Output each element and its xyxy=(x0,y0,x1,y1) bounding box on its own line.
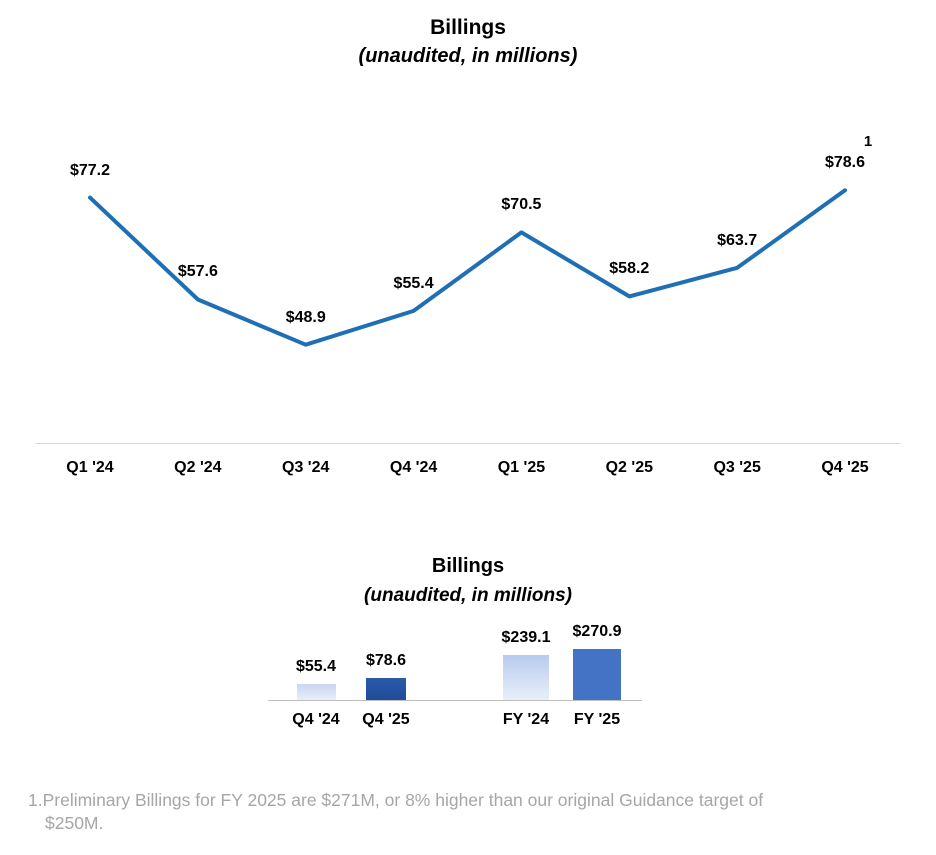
line-x-axis-label: Q3 '25 xyxy=(713,459,761,476)
line-x-axis-label: Q3 '24 xyxy=(282,459,330,476)
bar-x-axis-label: Q4 '24 xyxy=(292,711,340,728)
line-x-axis xyxy=(35,443,901,444)
line-data-label: $78.6 xyxy=(824,154,866,172)
bar-x-axis xyxy=(268,700,642,701)
footnote-line-1: 1.Preliminary Billings for FY 2025 are $… xyxy=(28,790,764,810)
line-x-axis-label: Q2 '24 xyxy=(174,459,222,476)
line-data-label: $77.2 xyxy=(69,161,111,179)
line-x-axis-label: Q1 '24 xyxy=(66,459,114,476)
bar-q4-25 xyxy=(366,678,406,700)
bar-x-axis-label: FY '24 xyxy=(502,711,550,728)
bar-data-label: $239.1 xyxy=(501,629,551,646)
bar-q4-24 xyxy=(296,684,336,700)
footnote: 1.Preliminary Billings for FY 2025 are $… xyxy=(28,789,920,835)
line-data-label: $70.5 xyxy=(501,196,542,214)
line-data-label: $48.9 xyxy=(285,308,326,326)
bar-chart-subtitle: (unaudited, in millions) xyxy=(364,585,572,606)
bar-data-label: $55.4 xyxy=(295,658,337,675)
line-x-axis-label: Q4 '25 xyxy=(821,459,869,476)
line-data-label: $57.6 xyxy=(177,263,218,281)
line-chart-plot xyxy=(88,188,847,347)
bar-fy-25 xyxy=(573,649,621,700)
footnote-marker: 1 xyxy=(863,133,873,150)
line-chart-subtitle: (unaudited, in millions) xyxy=(358,45,578,67)
bar-chart-title: Billings xyxy=(431,555,505,577)
billings-line-series xyxy=(88,188,847,347)
bar-fy-24 xyxy=(503,655,549,700)
bar-data-label: $270.9 xyxy=(572,623,622,640)
line-x-axis-label: Q1 '25 xyxy=(497,459,546,476)
bar-x-axis-label: FY '25 xyxy=(573,711,621,728)
line-chart-title: Billings xyxy=(430,16,506,39)
line-data-label: $55.4 xyxy=(393,274,434,292)
line-data-label: $58.2 xyxy=(609,260,650,278)
footnote-line-2: $250M. xyxy=(45,813,104,834)
line-x-axis-label: Q4 '24 xyxy=(389,459,438,476)
line-data-label: $63.7 xyxy=(717,231,758,249)
bar-data-label: $78.6 xyxy=(365,652,407,669)
bar-x-axis-label: Q4 '25 xyxy=(362,711,410,728)
line-x-axis-label: Q2 '25 xyxy=(605,459,653,476)
